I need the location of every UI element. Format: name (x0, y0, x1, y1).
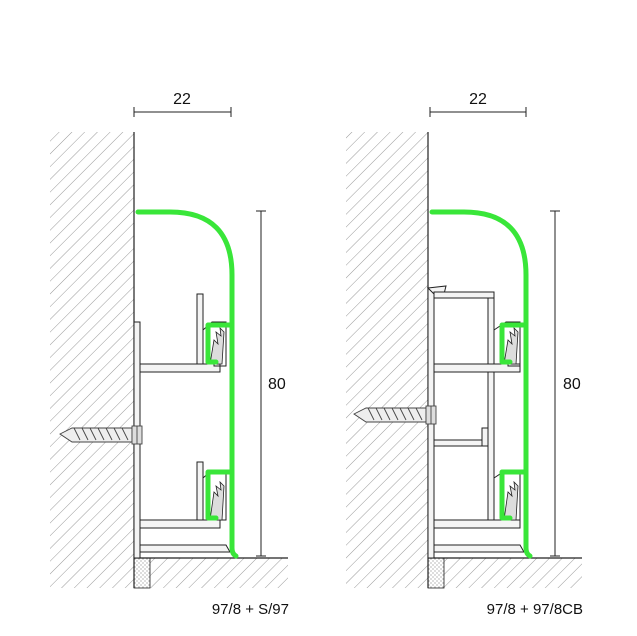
floor-section (444, 558, 582, 588)
screw-dowel (353, 405, 437, 425)
width-dimension-label: 22 (173, 91, 191, 108)
drawing-left: 22 80 97/8 + S/97 (50, 91, 289, 618)
green-cover-profile (429, 209, 533, 559)
drawing-caption: 97/8 + S/97 (212, 601, 289, 618)
width-dimension-line (429, 107, 527, 117)
height-dimension-label: 80 (268, 376, 286, 393)
green-cover-profile (135, 209, 239, 559)
drawing-right: 22 80 97/8 + 97/8CB (346, 91, 583, 618)
clip-teeth (209, 326, 225, 521)
width-dimension-line (133, 107, 232, 117)
width-dimension-label: 22 (469, 91, 487, 108)
clip-teeth (503, 326, 519, 521)
wall-section (50, 132, 134, 588)
floor-joint (133, 557, 151, 589)
floor-section (150, 558, 288, 588)
drawing-caption: 97/8 + 97/8CB (487, 601, 583, 618)
height-dimension-line (550, 210, 560, 557)
height-dimension-label: 80 (563, 376, 581, 393)
screw-dowel (59, 425, 143, 445)
height-dimension-line (256, 210, 266, 557)
floor-joint (427, 557, 445, 589)
wall-section (346, 132, 428, 588)
